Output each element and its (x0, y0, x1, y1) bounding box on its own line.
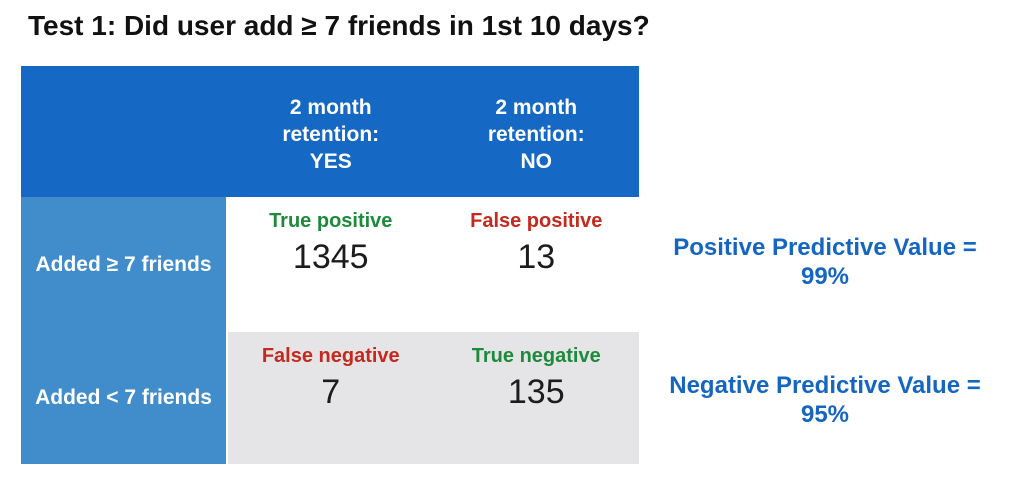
annotation-value: 95% (800, 401, 850, 428)
cell-tag-label: False negative (261, 345, 400, 367)
cell-count: 7 (321, 373, 341, 411)
cell-count: 13 (517, 238, 556, 276)
row-cells: True positive 1345 False positive 13 (228, 197, 639, 332)
annotation-value: 99% (800, 263, 850, 290)
row-header-added-lt-7-friends: Added < 7 friends (21, 332, 226, 464)
cell-true-negative: True negative 135 (434, 332, 640, 464)
cell-count: 1345 (292, 238, 369, 276)
cell-count: 135 (507, 373, 565, 411)
annotation-label: Positive Predictive Value = (673, 234, 977, 261)
cell-tag-label: False positive (470, 210, 603, 232)
table-row: Added < 7 friends False negative 7 True … (21, 332, 639, 464)
matrix-corner-cell (21, 66, 228, 197)
row-header-added-ge-7-friends: Added ≥ 7 friends (21, 197, 226, 332)
positive-predictive-value-annotation: Positive Predictive Value = 99% (645, 233, 1005, 291)
cell-tag-label: True negative (471, 345, 601, 367)
slide-title: Test 1: Did user add ≥ 7 friends in 1st … (28, 10, 650, 41)
column-header-retention-no: 2 month retention: NO (487, 96, 585, 173)
row-cells: False negative 7 True negative 135 (228, 332, 639, 464)
cell-true-positive: True positive 1345 (228, 197, 434, 332)
annotation-label: Negative Predictive Value = (669, 372, 981, 399)
cell-false-positive: False positive 13 (434, 197, 640, 332)
cell-false-negative: False negative 7 (228, 332, 434, 464)
negative-predictive-value-annotation: Negative Predictive Value = 95% (645, 371, 1005, 429)
table-row: Added ≥ 7 friends True positive 1345 Fal… (21, 197, 639, 332)
cell-tag-label: True positive (269, 210, 393, 232)
confusion-matrix-table: 2 month retention: YES 2 month retention… (21, 66, 639, 464)
matrix-header-row: 2 month retention: YES 2 month retention… (21, 66, 639, 197)
column-header-retention-yes: 2 month retention: YES (282, 96, 380, 173)
